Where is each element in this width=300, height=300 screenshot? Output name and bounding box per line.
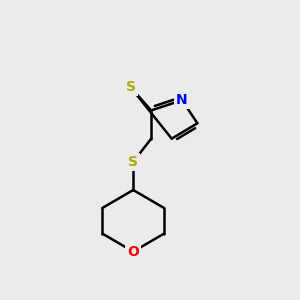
Text: S: S <box>126 80 136 94</box>
Text: N: N <box>176 93 188 107</box>
Text: S: S <box>128 155 138 169</box>
Text: O: O <box>127 244 139 259</box>
